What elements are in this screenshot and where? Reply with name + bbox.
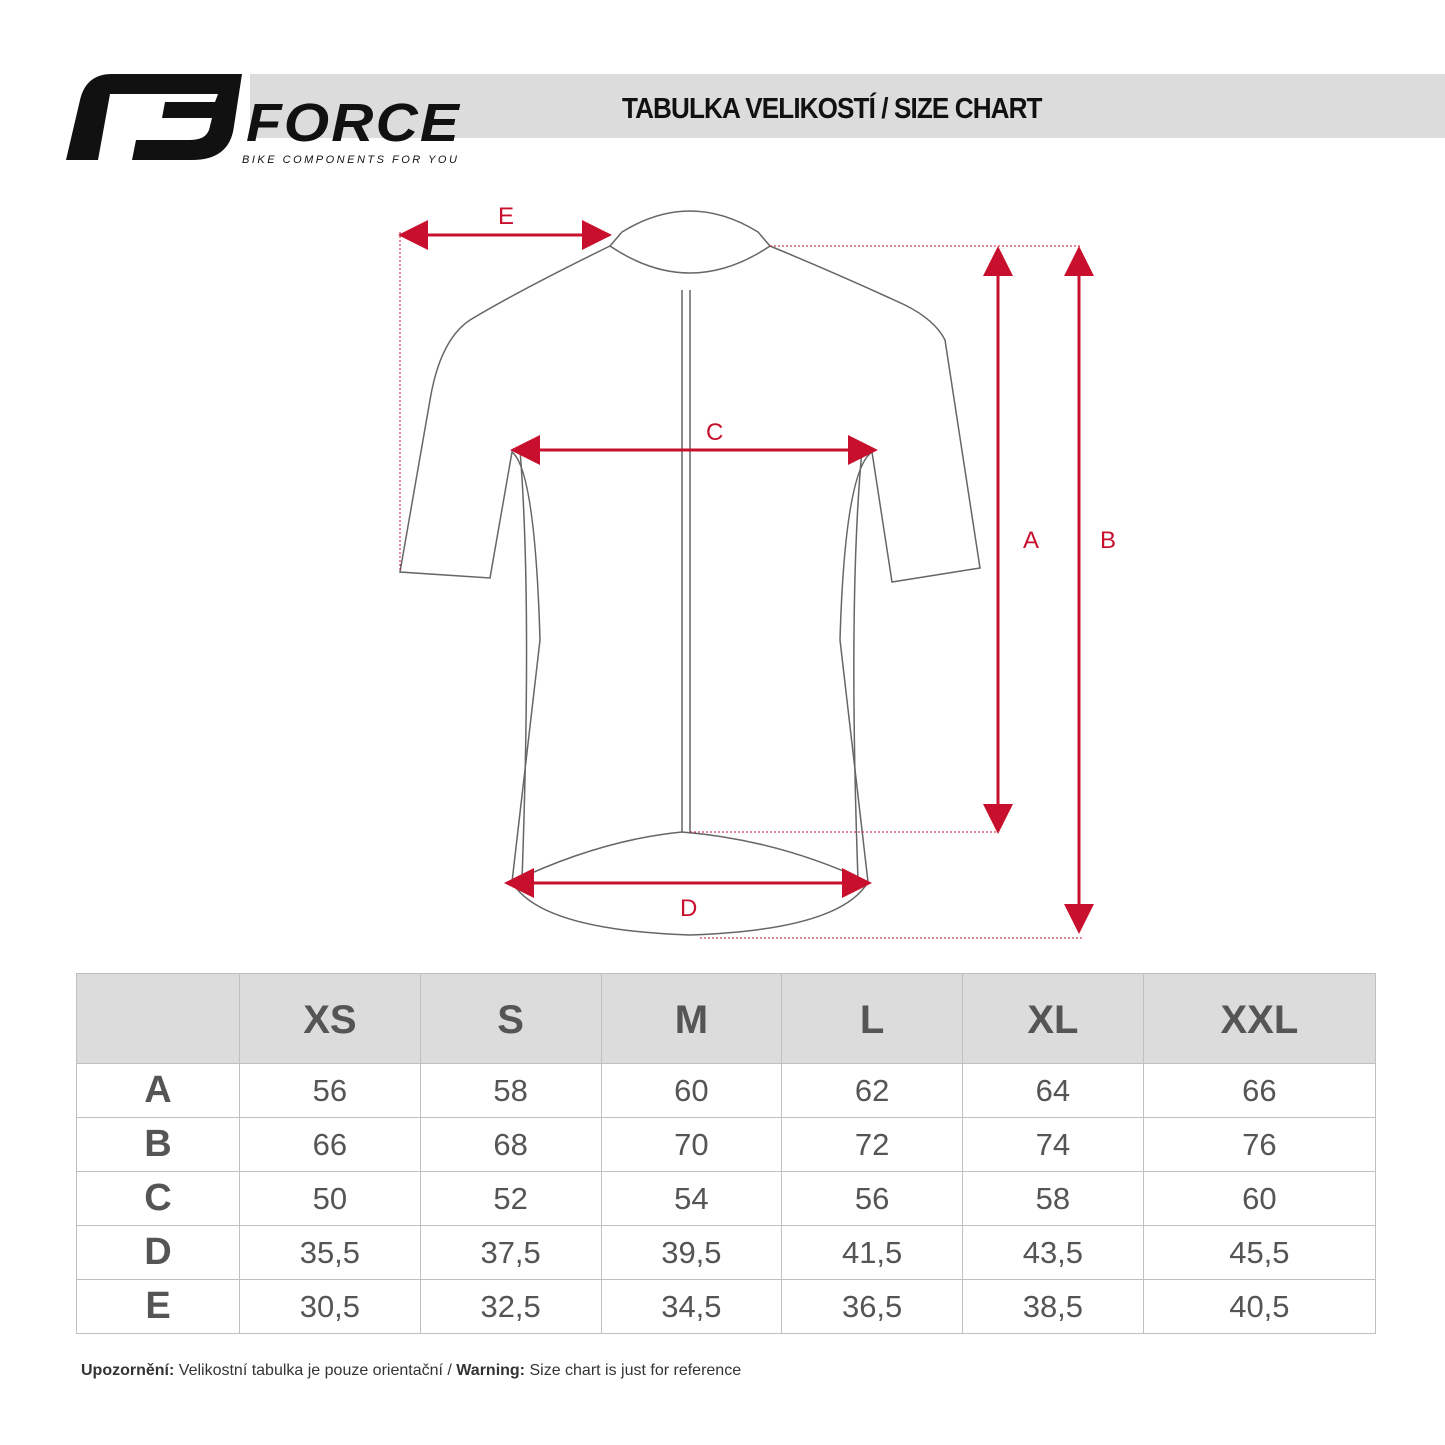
column-header: XS	[239, 973, 421, 1064]
column-header: L	[781, 973, 963, 1064]
label-e: E	[498, 203, 514, 230]
brand-name: FORCE	[246, 93, 461, 153]
row-label: C	[76, 1171, 240, 1226]
table-cell: 60	[600, 1063, 783, 1118]
title-banner	[250, 74, 1445, 138]
table-cell: 50	[239, 1171, 421, 1226]
row-label: A	[76, 1063, 240, 1118]
table-cell: 30,5	[239, 1279, 421, 1334]
brand-tagline: BIKE COMPONENTS FOR YOU	[242, 154, 460, 166]
table-cell: 70	[600, 1117, 783, 1172]
table-cell: 66	[239, 1117, 421, 1172]
column-header: XXL	[1142, 973, 1377, 1064]
note-cz-label: Upozornění:	[81, 1362, 175, 1379]
page-title: TABULKA VELIKOSTÍ / SIZE CHART	[622, 93, 1042, 125]
table-cell: 43,5	[962, 1225, 1144, 1280]
table-cell: 34,5	[600, 1279, 783, 1334]
table-cell: 41,5	[781, 1225, 963, 1280]
column-header: S	[419, 973, 602, 1064]
label-a: A	[1023, 527, 1039, 554]
table-cell: 39,5	[600, 1225, 783, 1280]
force-logo-icon	[66, 74, 242, 160]
row-label: D	[76, 1225, 240, 1280]
table-row: D 35,5 37,5 39,5 41,5 43,5 45,5	[76, 1225, 1377, 1280]
table-cell: 68	[419, 1117, 602, 1172]
table-cell: 45,5	[1142, 1225, 1377, 1280]
label-d: D	[680, 895, 697, 922]
table-cell: 64	[962, 1063, 1144, 1118]
table-cell: 56	[781, 1171, 963, 1226]
table-row: A 56 58 60 62 64 66	[76, 1063, 1377, 1118]
table-header-row: XS S M L XL XXL	[76, 973, 1377, 1064]
label-c: C	[706, 419, 723, 446]
label-b: B	[1100, 527, 1116, 554]
disclaimer-note: Upozornění: Velikostní tabulka je pouze …	[81, 1362, 741, 1380]
row-label: E	[76, 1279, 240, 1334]
column-header: M	[600, 973, 783, 1064]
jersey-diagram: E C D A B	[398, 203, 1116, 939]
column-header: XL	[962, 973, 1144, 1064]
size-table: XS S M L XL XXL A 56 58 60 62 64 66 B 66 68 70 72 74…	[76, 973, 1377, 1334]
table-cell: 62	[781, 1063, 963, 1118]
table-cell: 58	[962, 1171, 1144, 1226]
table-cell: 60	[1142, 1171, 1377, 1226]
table-cell: 52	[419, 1171, 602, 1226]
table-cell: 72	[781, 1117, 963, 1172]
table-cell: 35,5	[239, 1225, 421, 1280]
table-row: E 30,5 32,5 34,5 36,5 38,5 40,5	[76, 1279, 1377, 1334]
guide-lines	[399, 232, 1082, 939]
note-en-label: Warning:	[456, 1362, 526, 1379]
table-cell: 36,5	[781, 1279, 963, 1334]
note-cz-text: Velikostní tabulka je pouze orientační /	[174, 1362, 457, 1379]
table-row: C 50 52 54 56 58 60	[76, 1171, 1377, 1226]
table-cell: 76	[1142, 1117, 1377, 1172]
table-cell: 38,5	[962, 1279, 1144, 1334]
column-header	[76, 973, 240, 1064]
note-en-text: Size chart is just for reference	[525, 1362, 742, 1379]
table-cell: 32,5	[419, 1279, 602, 1334]
table-cell: 66	[1142, 1063, 1377, 1118]
table-cell: 56	[239, 1063, 421, 1118]
table-cell: 58	[419, 1063, 602, 1118]
row-label: B	[76, 1117, 240, 1172]
table-cell: 54	[600, 1171, 783, 1226]
table-cell: 37,5	[419, 1225, 602, 1280]
table-cell: 74	[962, 1117, 1144, 1172]
jersey-outline	[399, 210, 981, 936]
measure-arrows	[398, 220, 1094, 934]
table-cell: 40,5	[1142, 1279, 1377, 1334]
table-row: B 66 68 70 72 74 76	[76, 1117, 1377, 1172]
